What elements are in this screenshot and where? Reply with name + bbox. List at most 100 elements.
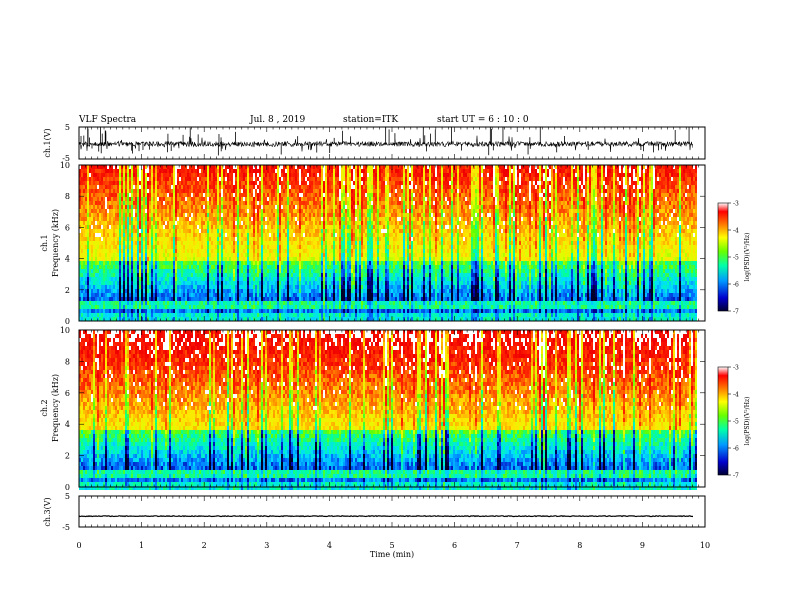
spectrogram-cell [109, 257, 111, 261]
spectrogram-cell [141, 189, 143, 193]
spectrogram-cell [115, 305, 117, 309]
spectrogram-cell [103, 305, 105, 309]
spectrogram-cell [89, 257, 91, 261]
spectrogram-cell [137, 297, 139, 301]
spectrogram-cell [145, 189, 147, 193]
spectrogram-cell [103, 281, 105, 285]
spectrogram-cell [117, 285, 119, 289]
spectrogram-cell [133, 197, 135, 201]
spectrogram-cell [117, 233, 119, 237]
spectrogram-cell [145, 313, 147, 317]
spectrogram-cell [123, 249, 125, 253]
spectrogram-cell [139, 253, 141, 257]
spectrogram-cell [137, 277, 139, 281]
spectrogram-cell [99, 257, 101, 261]
spectrogram-cell [83, 225, 85, 229]
spectrogram-cell [111, 281, 113, 285]
spectrogram-cell [95, 269, 97, 273]
spectrogram-cell [105, 265, 107, 269]
spectrogram-cell [91, 313, 93, 317]
spectrogram-cell [111, 217, 113, 221]
spectrogram-cell [145, 253, 147, 257]
spectrogram-cell [91, 197, 93, 201]
spectrogram-cell [149, 229, 151, 233]
spectrogram-cell [133, 181, 135, 185]
spectrogram-cell [89, 237, 91, 241]
spectrogram-cell [99, 289, 101, 293]
spectrogram-cell [151, 185, 153, 189]
spectrogram-cell [101, 297, 103, 301]
spectrogram-cell [111, 177, 113, 181]
spectrogram-cell [119, 269, 121, 273]
spectrogram-cell [97, 193, 99, 197]
spectrogram-cell [95, 209, 97, 213]
spectrogram-cell [87, 293, 89, 297]
spectrogram-cell [131, 213, 133, 217]
spectrogram-cell [131, 229, 133, 233]
spectrogram-cell [115, 241, 117, 245]
spectrogram-cell [125, 245, 127, 249]
spectrogram-cell [123, 241, 125, 245]
spectrogram-cell [95, 293, 97, 297]
spectrogram-cell [145, 245, 147, 249]
spectrogram-cell [113, 233, 115, 237]
spectrogram-cell [119, 245, 121, 249]
ch1-spectrogram-image [79, 165, 697, 321]
station-label: station=ITK [343, 115, 398, 125]
spectrogram-cell [121, 205, 123, 209]
spectrogram-cell [99, 265, 101, 269]
spectrogram-cell [129, 265, 131, 269]
spectrogram-cell [143, 221, 145, 225]
spectrogram-cell [101, 169, 103, 173]
spectrogram-cell [83, 205, 85, 209]
spectrogram-cell [115, 205, 117, 209]
spectrogram-cell [95, 297, 97, 301]
spectrogram-cell [101, 165, 103, 169]
spectrogram-cell [131, 257, 133, 261]
spectrogram-cell [139, 297, 141, 301]
spectrogram-cell [93, 213, 95, 217]
spectrogram-cell [131, 225, 133, 229]
spectrogram-cell [127, 301, 129, 305]
spectrogram-cell [147, 241, 149, 245]
spectrogram-cell [107, 277, 109, 281]
spectrogram-cell [121, 193, 123, 197]
spectrogram-cell [103, 209, 105, 213]
spectrogram-cell [123, 293, 125, 297]
spectrogram-cell [147, 269, 149, 273]
spectrogram-cell [87, 197, 89, 201]
spectrogram-cell [97, 185, 99, 189]
spectrogram-cell [93, 265, 95, 269]
spectrogram-cell [133, 257, 135, 261]
spectrogram-cell [105, 169, 107, 173]
spectrogram-cell [151, 165, 153, 169]
spectrogram-cell [125, 237, 127, 241]
spectrogram-cell [89, 297, 91, 301]
spectrogram-cell [85, 261, 87, 265]
spectrogram-cell [95, 245, 97, 249]
spectrogram-cell [133, 305, 135, 309]
spectrogram-cell [135, 193, 137, 197]
spectrogram-cell [89, 217, 91, 221]
spectrogram-cell [81, 169, 83, 173]
spectrogram-cell [103, 177, 105, 181]
spectrogram-cell [89, 205, 91, 209]
spectrogram-cell [149, 277, 151, 281]
spectrogram-cell [93, 177, 95, 181]
spectrogram-cell [147, 261, 149, 265]
spectrogram-cell [111, 249, 113, 253]
spectrogram-cell [131, 233, 133, 237]
spectrogram-cell [127, 313, 129, 317]
spectrogram-cell [85, 193, 87, 197]
spectrogram-cell [121, 173, 123, 177]
spectrogram-cell [133, 169, 135, 173]
spectrogram-cell [101, 277, 103, 281]
spectrogram-cell [135, 281, 137, 285]
spectrogram-cell [91, 309, 93, 313]
spectrogram-cell [139, 305, 141, 309]
spectrogram-cell [147, 225, 149, 229]
spectrogram-cell [117, 165, 119, 169]
spectrogram-cell [149, 205, 151, 209]
spectrogram-cell [113, 193, 115, 197]
spectrogram-cell [135, 285, 137, 289]
